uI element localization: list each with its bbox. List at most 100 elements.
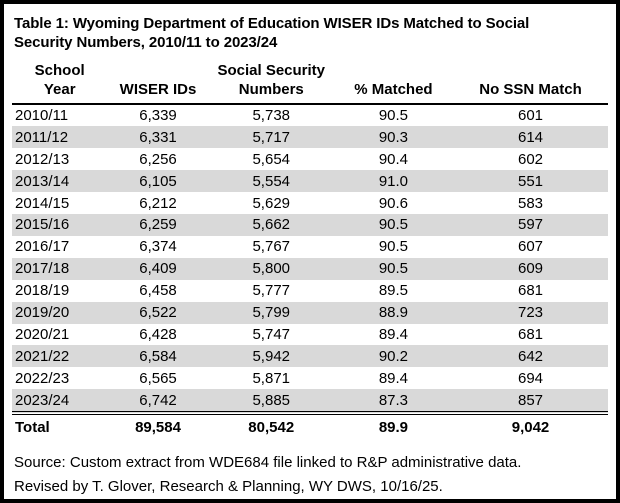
table-row: 2017/18 6,409 5,800 90.5 609 bbox=[12, 257, 608, 280]
cell-school-year: 2019/20 bbox=[12, 301, 108, 324]
cell-pct-matched: 90.6 bbox=[378, 194, 409, 212]
cell-wiser-ids: 6,458 bbox=[139, 282, 177, 300]
cell-pct-matched: 90.4 bbox=[378, 150, 409, 168]
table-row: 2023/24 6,742 5,885 87.3 857 bbox=[12, 389, 608, 414]
cell-school-year: 2012/13 bbox=[15, 150, 70, 168]
col-header-no-ssn-match: No SSN Match bbox=[453, 62, 608, 105]
cell-ssn: 5,871 bbox=[252, 369, 291, 387]
source-note: Source: Custom extract from WDE684 file … bbox=[14, 454, 522, 472]
cell-no-ssn-match: 681 bbox=[517, 282, 544, 300]
cell-wiser-ids: 6,256 bbox=[139, 150, 177, 168]
cell-school-year: 2010/11 bbox=[15, 107, 69, 125]
cell-school-year: 2011/12 bbox=[12, 126, 108, 149]
total-row: Total 89,584 80,542 89.9 9,042 bbox=[12, 411, 608, 440]
table-row: 2018/19 6,458 5,777 89.5 681 bbox=[12, 280, 608, 302]
table-row: 2022/23 6,565 5,871 89.4 694 bbox=[12, 367, 608, 389]
cell-pct-matched: 87.3 bbox=[333, 389, 454, 414]
cell-no-ssn-match: 583 bbox=[517, 194, 544, 212]
table-row: 2014/15 6,212 5,629 90.6 583 bbox=[12, 192, 608, 214]
cell-school-year: 2013/14 bbox=[12, 170, 108, 193]
cell-no-ssn-match: 857 bbox=[453, 389, 608, 414]
cell-pct-matched: 90.2 bbox=[333, 345, 454, 368]
cell-wiser-ids: 6,339 bbox=[139, 107, 177, 125]
cell-no-ssn-match: 694 bbox=[517, 369, 544, 387]
cell-ssn: 5,738 bbox=[252, 107, 291, 125]
data-table: School Year WISER IDs Social Security Nu… bbox=[12, 62, 608, 440]
table-row: 2011/12 6,331 5,717 90.3 614 bbox=[12, 126, 608, 149]
table-row: 2013/14 6,105 5,554 91.0 551 bbox=[12, 170, 608, 193]
table-row: 2015/16 6,259 5,662 90.5 597 bbox=[12, 214, 608, 236]
cell-school-year: 2016/17 bbox=[15, 238, 70, 256]
cell-pct-matched: 90.3 bbox=[333, 126, 454, 149]
cell-no-ssn-match: 681 bbox=[517, 325, 544, 343]
cell-pct-matched: 90.5 bbox=[333, 214, 454, 236]
table-row: 2019/20 6,522 5,799 88.9 723 bbox=[12, 301, 608, 324]
cell-total-ssn: 80,542 bbox=[208, 411, 334, 440]
cell-school-year: 2017/18 bbox=[12, 257, 108, 280]
cell-ssn: 5,554 bbox=[208, 170, 334, 193]
cell-ssn: 5,942 bbox=[208, 345, 334, 368]
cell-school-year: 2021/22 bbox=[12, 345, 108, 368]
cell-ssn: 5,717 bbox=[208, 126, 334, 149]
cell-wiser-ids: 6,409 bbox=[107, 257, 209, 280]
col-header-school-year: School Year bbox=[12, 62, 108, 105]
cell-no-ssn-match: 602 bbox=[517, 150, 544, 168]
revised-note: Revised by T. Glover, Research & Plannin… bbox=[14, 477, 443, 495]
cell-no-ssn-match: 723 bbox=[453, 301, 608, 324]
cell-ssn: 5,800 bbox=[208, 257, 334, 280]
cell-wiser-ids: 6,742 bbox=[107, 389, 209, 414]
cell-school-year: 2022/23 bbox=[15, 369, 70, 387]
table-row: 2010/11 6,339 5,738 90.5 601 bbox=[12, 104, 608, 127]
cell-ssn: 5,662 bbox=[208, 214, 334, 236]
cell-wiser-ids: 6,212 bbox=[139, 194, 177, 212]
col-header-ssn: Social Security Numbers bbox=[208, 62, 334, 105]
table-row: 2012/13 6,256 5,654 90.4 602 bbox=[12, 148, 608, 170]
cell-ssn: 5,885 bbox=[208, 389, 334, 414]
cell-wiser-ids: 6,522 bbox=[107, 301, 209, 324]
cell-no-ssn-match: 609 bbox=[453, 257, 608, 280]
cell-total-label: Total bbox=[12, 411, 108, 440]
col-header-pct-matched: % Matched bbox=[333, 62, 454, 105]
cell-no-ssn-match: 607 bbox=[517, 238, 544, 256]
cell-total-wiser-ids: 89,584 bbox=[107, 411, 209, 440]
cell-pct-matched: 88.9 bbox=[333, 301, 454, 324]
cell-school-year: 2023/24 bbox=[12, 389, 108, 414]
cell-pct-matched: 91.0 bbox=[333, 170, 454, 193]
cell-pct-matched: 90.5 bbox=[378, 107, 409, 125]
cell-wiser-ids: 6,105 bbox=[107, 170, 209, 193]
cell-school-year: 2018/19 bbox=[15, 282, 70, 300]
cell-ssn: 5,747 bbox=[252, 325, 291, 343]
cell-wiser-ids: 6,374 bbox=[139, 238, 177, 256]
cell-no-ssn-match: 551 bbox=[453, 170, 608, 193]
cell-pct-matched: 90.5 bbox=[378, 238, 409, 256]
cell-wiser-ids: 6,428 bbox=[139, 325, 177, 343]
cell-ssn: 5,799 bbox=[208, 301, 334, 324]
cell-no-ssn-match: 597 bbox=[453, 214, 608, 236]
cell-wiser-ids: 6,565 bbox=[139, 369, 177, 387]
cell-wiser-ids: 6,331 bbox=[107, 126, 209, 149]
cell-total-no-ssn-match: 9,042 bbox=[453, 411, 608, 440]
cell-ssn: 5,654 bbox=[252, 150, 291, 168]
cell-school-year: 2020/21 bbox=[15, 325, 70, 343]
cell-pct-matched: 89.4 bbox=[378, 325, 409, 343]
cell-school-year: 2014/15 bbox=[15, 194, 70, 212]
cell-school-year: 2015/16 bbox=[12, 214, 108, 236]
table-row: 2020/21 6,428 5,747 89.4 681 bbox=[12, 324, 608, 346]
cell-pct-matched: 89.4 bbox=[378, 369, 409, 387]
cell-pct-matched: 89.5 bbox=[378, 282, 409, 300]
cell-ssn: 5,777 bbox=[252, 282, 291, 300]
table-footnotes: Source: Custom extract from WDE684 file … bbox=[14, 451, 608, 498]
header-row: School Year WISER IDs Social Security Nu… bbox=[12, 62, 608, 105]
cell-no-ssn-match: 601 bbox=[517, 107, 544, 125]
cell-ssn: 5,629 bbox=[252, 194, 291, 212]
cell-wiser-ids: 6,584 bbox=[107, 345, 209, 368]
cell-pct-matched: 90.5 bbox=[333, 257, 454, 280]
cell-ssn: 5,767 bbox=[252, 238, 291, 256]
cell-no-ssn-match: 642 bbox=[453, 345, 608, 368]
cell-total-pct-matched: 89.9 bbox=[333, 411, 454, 440]
col-header-wiser-ids: WISER IDs bbox=[107, 62, 209, 105]
cell-no-ssn-match: 614 bbox=[453, 126, 608, 149]
table-title: Table 1: Wyoming Department of Education… bbox=[14, 15, 530, 52]
table-row: 2021/22 6,584 5,942 90.2 642 bbox=[12, 345, 608, 368]
